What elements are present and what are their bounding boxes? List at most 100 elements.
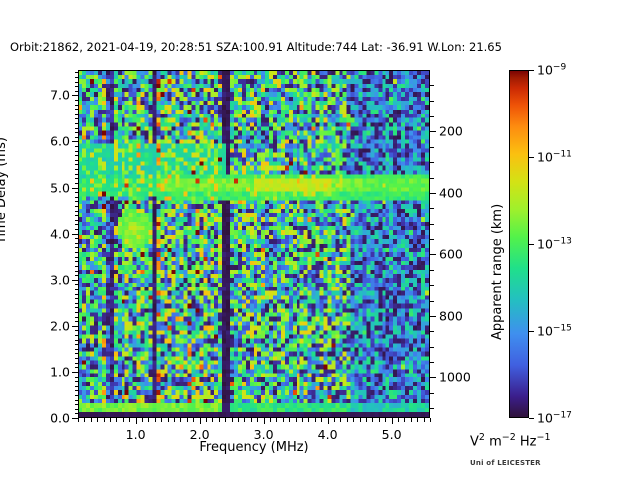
x-axis-tick [199,418,201,424]
y-axis-right-minor-tick [430,208,434,210]
y-axis-left-tick-label: 7.0 [50,87,70,103]
page-title: Orbit:21862, 2021-04-19, 20:28:51 SZA:10… [10,40,502,54]
x-axis-minor-tick [122,418,124,422]
y-axis-right-minor-tick [430,346,434,348]
y-axis-right-tick [430,377,436,379]
x-axis-minor-tick [218,418,220,422]
x-axis-minor-tick [257,418,259,422]
x-axis-minor-tick [308,418,310,422]
y-axis-right-tick-label: 600 [439,246,463,262]
x-axis-minor-tick [372,418,374,422]
x-axis-minor-tick [225,418,227,422]
x-axis-minor-tick [84,418,86,422]
x-axis-minor-tick [321,418,323,422]
colorbar-tick [529,418,534,419]
x-axis-minor-tick [398,418,399,422]
x-axis-minor-tick [103,418,105,422]
x-axis-minor-tick [270,418,271,422]
x-axis-minor-tick [276,418,278,422]
y-axis-right-minor-tick [430,392,434,394]
x-axis-minor-tick [366,418,367,422]
y-axis-left-label: Time Delay (ms) [0,137,9,244]
x-axis-minor-tick [78,418,79,422]
y-axis-right-tick [430,315,436,317]
ionogram-heatmap-canvas[interactable] [79,71,429,417]
y-axis-right-tick-label: 400 [439,185,463,201]
x-axis-minor-tick [161,418,163,422]
x-axis-tick [135,418,137,424]
x-axis-minor-tick [410,418,412,422]
x-axis-minor-tick [186,418,188,422]
x-axis-minor-tick [353,418,355,422]
y-axis-right-tick-label: 200 [439,123,463,139]
x-axis-minor-tick [174,418,175,422]
x-axis-minor-tick [238,418,239,422]
y-axis-left-tick-label: 4.0 [50,226,70,242]
x-axis-tick [391,418,393,424]
x-axis-minor-tick [289,418,291,422]
x-axis-minor-tick [404,418,406,422]
ionogram-plot-area[interactable] [78,70,430,418]
colorbar[interactable] [509,70,529,418]
y-axis-right-minor-tick [430,300,434,302]
x-axis-minor-tick [206,418,207,422]
x-axis-minor-tick [116,418,118,422]
y-axis-right-minor-tick [430,285,434,287]
x-axis-tick [263,418,265,424]
x-axis-minor-tick [212,418,214,422]
y-axis-right-minor-tick [430,116,434,118]
y-axis-right-minor-tick [430,100,434,102]
colorbar-tick-label: 10−9 [537,62,567,78]
x-axis-minor-tick [423,418,425,422]
x-axis-minor-tick [282,418,284,422]
y-axis-right-minor-tick [430,223,434,225]
y-axis-right-minor-tick [430,239,434,241]
x-axis-minor-tick [385,418,387,422]
y-axis-right-tick [430,192,436,194]
x-axis-minor-tick [314,418,316,422]
x-axis-minor-tick [346,418,348,422]
y-axis-right-minor-tick [430,146,434,148]
x-axis-minor-tick [295,418,297,422]
x-axis-minor-tick [142,418,143,422]
y-axis-right-tick-label: 1000 [439,369,471,385]
x-axis-minor-tick [359,418,361,422]
x-axis-tick-label: 1.0 [125,427,146,442]
x-axis-minor-tick [167,418,169,422]
y-axis-left-tick-label: 1.0 [50,364,70,380]
x-axis-tick-label: 4.0 [317,427,338,442]
y-axis-right-minor-tick [430,331,434,333]
colorbar-unit-label: V2 m−2 Hz−1 [470,432,551,450]
x-axis-minor-tick [340,418,342,422]
y-axis-right-minor-tick [430,408,434,410]
y-axis-left-tick [72,418,78,419]
x-axis-tick-label: 5.0 [381,427,402,442]
x-axis-minor-tick [180,418,182,422]
y-axis-left-tick-label: 6.0 [50,133,70,149]
x-axis-minor-tick [244,418,246,422]
colorbar-tick [529,331,534,332]
y-axis-left-tick-label: 3.0 [50,272,70,288]
x-axis-minor-tick [148,418,150,422]
x-axis-minor-tick [193,418,195,422]
colorbar-tick-label: 10−13 [537,236,572,252]
x-axis-minor-tick [378,418,380,422]
y-axis-right-minor-tick [430,269,434,271]
y-axis-right-tick [430,131,436,133]
x-axis-minor-tick [110,418,111,422]
y-axis-right-tick [430,254,436,256]
x-axis-minor-tick [334,418,335,422]
x-axis-minor-tick [90,418,92,422]
x-axis-minor-tick [302,418,303,422]
x-axis-minor-tick [417,418,419,422]
x-axis-label: Frequency (MHz) [199,440,309,455]
y-axis-right-tick-label: 800 [439,308,463,324]
y-axis-right-minor-tick [430,177,434,179]
y-axis-right-minor-tick [430,162,434,164]
y-axis-left-tick-label: 5.0 [50,180,70,196]
y-axis-right-minor-tick [430,362,434,364]
x-axis-tick [327,418,329,424]
colorbar-tick-label: 10−17 [537,410,572,426]
x-axis-minor-tick [129,418,131,422]
